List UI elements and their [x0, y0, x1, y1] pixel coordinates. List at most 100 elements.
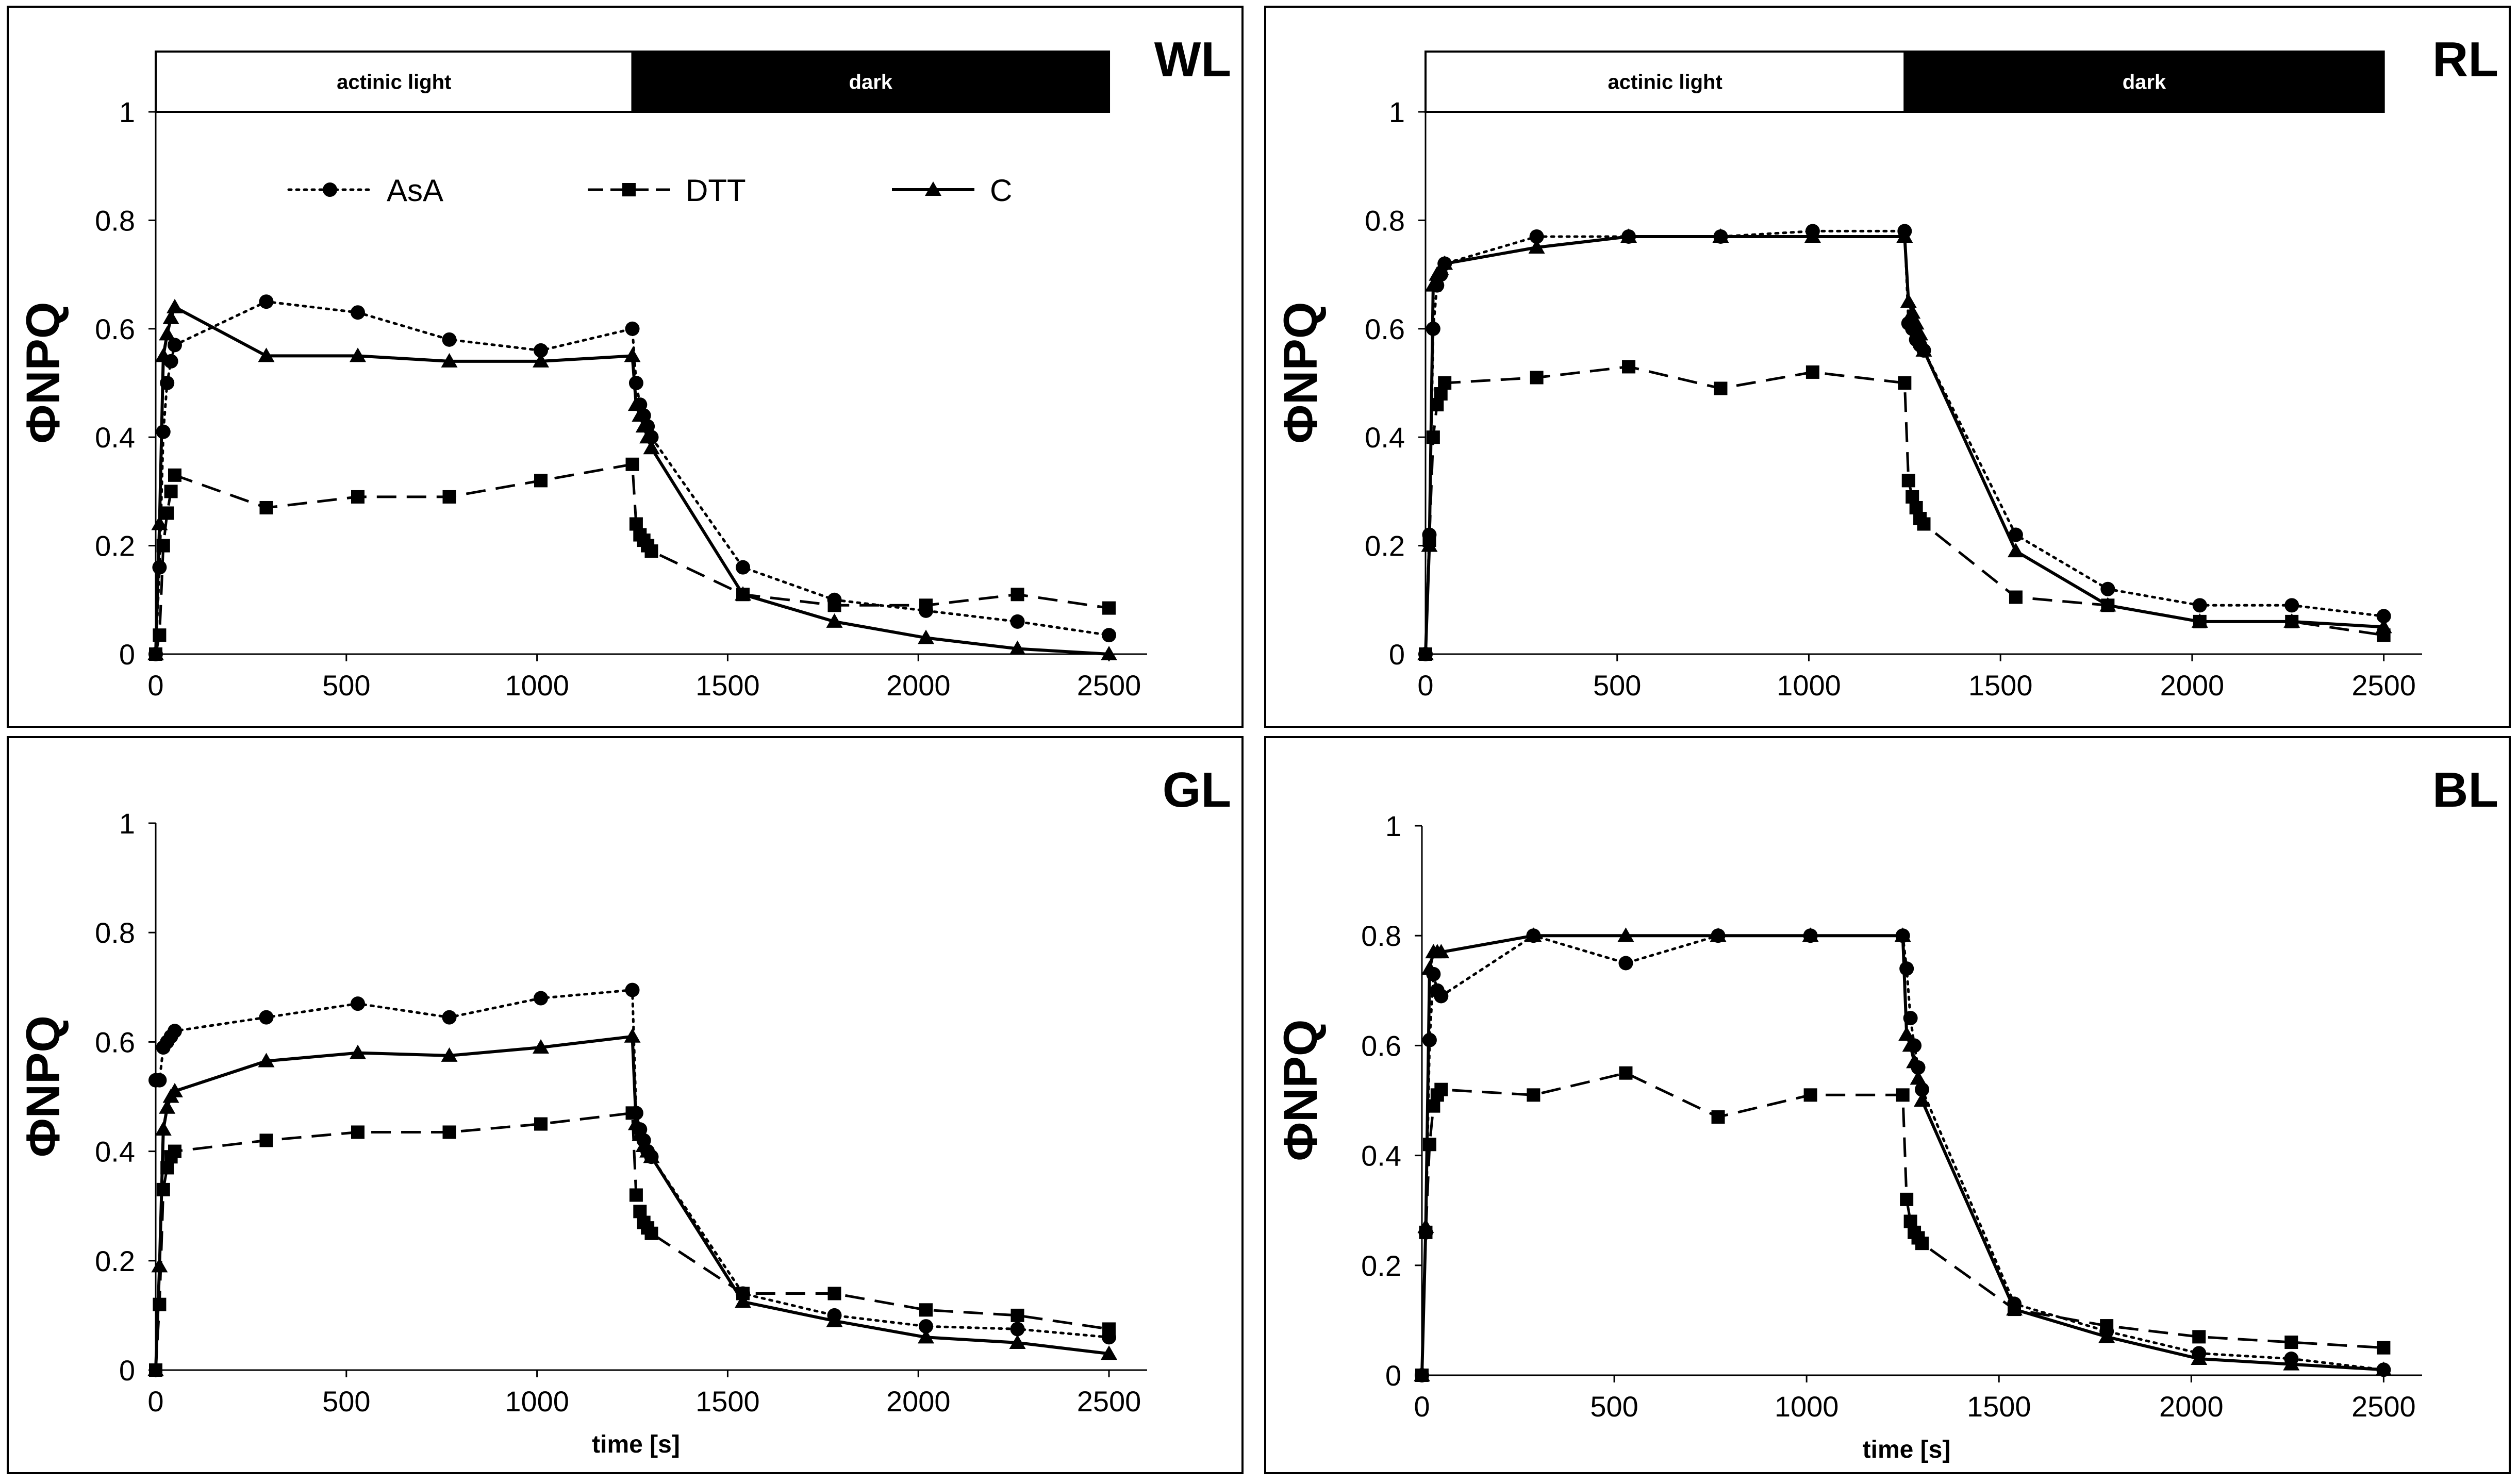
dark-label-rl: dark	[2123, 71, 2166, 94]
point-c-wl	[826, 613, 843, 628]
x-tick-label-bl: 500	[1590, 1390, 1638, 1423]
point-dtt-wl	[160, 506, 174, 520]
point-c-gl	[1009, 1334, 1026, 1349]
y-tick-label-rl: 0	[1389, 638, 1405, 671]
series-line-dtt-wl	[154, 463, 1109, 655]
point-asa-gl	[442, 1010, 457, 1025]
point-asa-gl	[152, 1073, 167, 1088]
point-c-bl	[1902, 1037, 1919, 1052]
point-c-rl	[1904, 304, 1921, 319]
point-c-rl	[1421, 537, 1438, 552]
point-dtt-gl	[827, 1287, 841, 1300]
actinic-light-bar-rl	[1424, 51, 1906, 113]
y-tick-label-gl: 0	[119, 1354, 135, 1387]
point-c-wl	[918, 629, 935, 644]
series-line-dtt-bl	[1420, 1072, 2384, 1376]
point-asa-gl	[534, 991, 549, 1006]
point-dtt-rl	[1805, 365, 1819, 379]
legend-label-asa: AsA	[387, 173, 443, 208]
point-asa-rl	[2284, 598, 2299, 613]
point-dtt-bl	[1896, 1088, 1910, 1102]
x-tick-label-wl: 2000	[886, 669, 951, 702]
y-tick-label-bl: 1	[1385, 810, 1401, 842]
x-tick-label-rl: 1000	[1777, 669, 1841, 702]
point-dtt-wl	[259, 501, 273, 514]
point-c-bl	[1898, 1026, 1915, 1041]
point-dtt-bl	[1527, 1088, 1540, 1102]
point-c-bl	[1414, 1367, 1430, 1381]
point-asa-gl	[1010, 1322, 1025, 1337]
point-asa-wl	[534, 343, 549, 358]
x-tick-label-bl: 1500	[1967, 1390, 2031, 1423]
actinic-light-label-rl: actinic light	[1608, 71, 1722, 94]
point-c-rl	[1436, 255, 1453, 270]
series-line-c-bl	[1420, 934, 2384, 1376]
y-tick-label-gl: 1	[119, 807, 135, 840]
y-tick-label-bl: 0.2	[1361, 1249, 1401, 1282]
point-c-wl	[639, 429, 656, 444]
point-c-bl	[2375, 1361, 2392, 1376]
point-c-bl	[2283, 1356, 2300, 1371]
point-asa-wl	[1102, 628, 1117, 643]
point-dtt-wl	[1102, 601, 1116, 615]
point-dtt-gl	[156, 1182, 170, 1196]
point-c-rl	[1620, 228, 1637, 243]
point-asa-wl	[1010, 614, 1025, 629]
point-dtt-gl	[629, 1188, 643, 1202]
point-dtt-wl	[625, 457, 639, 471]
point-dtt-rl	[1426, 430, 1440, 444]
point-c-bl	[1906, 1054, 1923, 1069]
point-c-gl	[624, 1028, 641, 1043]
point-c-rl	[1417, 646, 1434, 660]
point-dtt-bl	[1434, 1082, 1448, 1096]
point-c-rl	[1915, 342, 1932, 357]
point-c-bl	[1710, 927, 1727, 942]
x-tick-label-wl: 1000	[505, 669, 569, 702]
panel-bl: 0 0.2 0.4 0.6 0.8 1 0 500 1000 1500 2000 2500 ΦNPQ ti…	[1264, 736, 2511, 1474]
y-tick-label-wl: 0.8	[95, 204, 135, 237]
point-c-gl	[349, 1044, 366, 1059]
y-tick-label-wl: 0	[119, 638, 135, 671]
y-tick-label-gl: 0.4	[95, 1136, 135, 1168]
point-c-bl	[1421, 960, 1438, 975]
y-tick-label-rl: 0.4	[1365, 421, 1405, 454]
point-c-gl	[155, 1121, 172, 1136]
point-c-rl	[1528, 239, 1545, 254]
point-dtt-gl	[534, 1117, 548, 1131]
series-asa-rl	[1418, 224, 2391, 661]
point-asa-wl	[259, 294, 274, 309]
point-c-wl	[159, 326, 176, 341]
point-c-bl	[1417, 1219, 1434, 1233]
point-c-gl	[627, 1115, 644, 1130]
point-dtt-wl	[351, 490, 365, 504]
y-tick-label-rl: 0.2	[1365, 530, 1405, 562]
actinic-light-label-wl: actinic light	[337, 71, 451, 94]
y-tick-label-wl: 0.2	[95, 530, 135, 562]
x-tick-label-wl: 2500	[1077, 669, 1141, 702]
point-c-rl	[1712, 228, 1729, 243]
point-dtt-gl	[259, 1133, 273, 1147]
point-c-rl	[1908, 315, 1925, 330]
y-tick-label-rl: 0.8	[1365, 204, 1405, 237]
point-asa-gl	[350, 996, 365, 1011]
point-c-bl	[1802, 927, 1819, 942]
point-c-wl	[627, 396, 644, 411]
point-asa-gl	[259, 1010, 274, 1025]
point-c-rl	[1896, 228, 1913, 243]
point-dtt-wl	[442, 490, 456, 504]
point-c-gl	[643, 1148, 660, 1163]
point-c-bl	[1910, 1070, 1927, 1085]
y-axis-label-wl: ΦNPQ	[17, 302, 70, 444]
point-c-wl	[533, 353, 550, 368]
y-tick-label-wl: 1	[119, 96, 135, 128]
series-c-rl	[1417, 228, 2392, 660]
panel-label-bl: BL	[2432, 762, 2498, 818]
y-tick-label-rl: 0.6	[1365, 313, 1405, 345]
series-dtt-bl	[1415, 1066, 2391, 1382]
panel-frame-gl	[7, 736, 1244, 1474]
point-asa-rl	[2376, 609, 2391, 624]
panel-wl: 0 0.2 0.4 0.6 0.8 1 0 500 1000 1500 2000 2500 ΦNPQ WL…	[7, 6, 1244, 728]
point-c-wl	[155, 347, 172, 362]
point-c-gl	[258, 1053, 275, 1068]
point-dtt-wl	[919, 598, 933, 612]
